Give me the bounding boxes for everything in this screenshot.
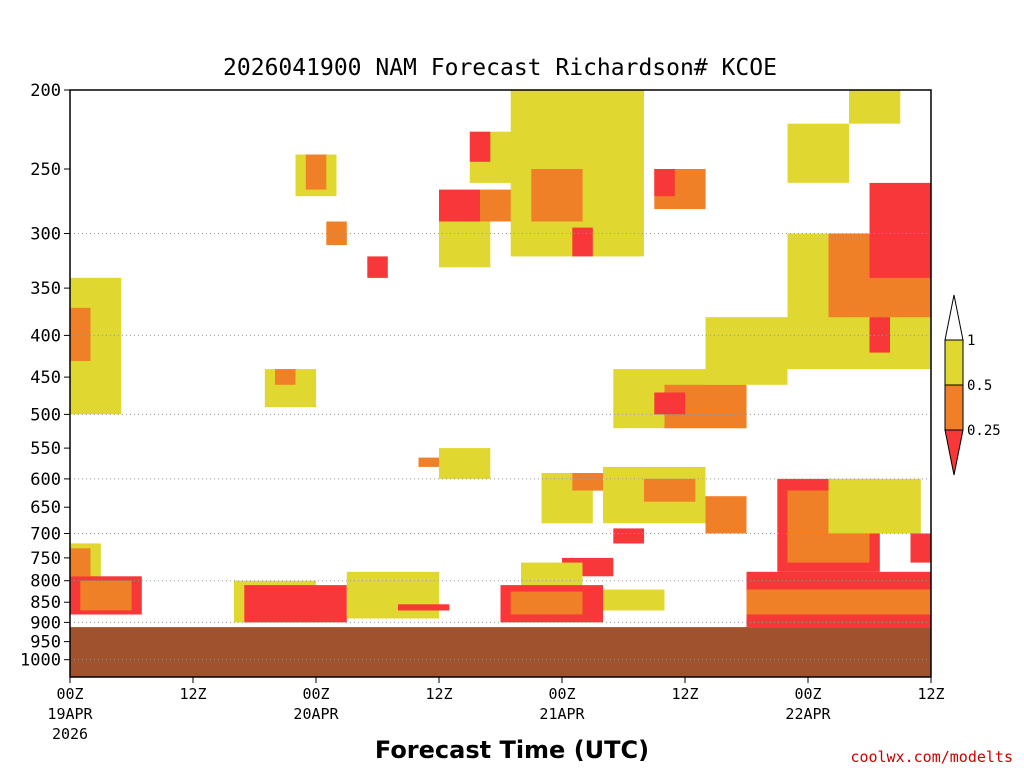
credit-label: coolwx.com/modelts: [850, 748, 1013, 766]
ri-region-44: [746, 589, 931, 615]
ri-region-5: [70, 307, 91, 361]
ground-fill: [70, 627, 931, 677]
ri-region-26: [439, 448, 491, 479]
legend-swatch-0.5-1: [944, 339, 964, 386]
y-tick-label: 500: [30, 405, 61, 425]
x-axis-label: Forecast Time (UTC): [375, 736, 649, 764]
ri-region-34: [603, 589, 665, 611]
x-tick-label: 12Z: [671, 685, 698, 703]
x-tick-label: 12Z: [917, 685, 944, 703]
ri-region-25: [654, 169, 675, 197]
ri-region-33: [510, 591, 583, 615]
y-tick-label: 550: [30, 439, 61, 459]
ri-region-31: [521, 562, 583, 590]
y-tick-label: 950: [30, 633, 61, 653]
x-tick-date: 22APR: [785, 705, 831, 723]
legend-swatch-gt1: [944, 294, 964, 341]
y-tick-label: 400: [30, 326, 61, 346]
y-tick-label: 200: [30, 81, 61, 101]
y-axis-ticks: 200 250 300 350 400 450 500 550 600 650 700 750 8008…: [20, 81, 70, 671]
ri-region-51: [869, 182, 931, 278]
x-tick-label: 00Z: [56, 685, 83, 703]
y-tick-label: 450: [30, 368, 61, 388]
chart-title: 2026041900 NAM Forecast Richardson# KCOE: [223, 55, 777, 81]
ri-region-14: [367, 256, 388, 278]
ri-region-54: [787, 123, 849, 183]
ri-region-11: [275, 369, 296, 385]
legend-swatch-0.25-0.5: [944, 384, 964, 431]
ri-region-3: [80, 580, 132, 611]
ri-region-52: [869, 317, 890, 353]
x-tick-date: 20APR: [293, 705, 339, 723]
y-tick-label: 300: [30, 225, 61, 245]
ri-region-53: [849, 90, 901, 124]
x-tick-label: 12Z: [179, 685, 206, 703]
y-tick-label: 650: [30, 498, 61, 518]
ri-region-27: [418, 457, 439, 467]
legend-label: 0.25: [967, 423, 1001, 439]
ri-region-9: [398, 604, 450, 611]
ri-region-42: [705, 496, 747, 534]
x-tick-label: 00Z: [794, 685, 821, 703]
y-tick-label: 600: [30, 470, 61, 490]
legend-label: 1: [967, 333, 975, 349]
ri-region-40: [654, 392, 686, 415]
ri-region-47: [828, 478, 921, 534]
y-tick-label: 850: [30, 593, 61, 613]
x-axis-ticks: 00Z 19APR 2026 12Z 00Z 20APR 12Z 00Z 21APR 12Z 00Z…: [47, 677, 945, 743]
y-tick-label: 700: [30, 525, 61, 545]
color-legend: 1 0.5 0.25: [944, 294, 1001, 476]
ri-region-37: [613, 528, 645, 544]
y-tick-label: 350: [30, 279, 61, 299]
ri-region-22: [531, 169, 583, 222]
y-tick-label: 1000: [20, 651, 61, 671]
x-tick-date: 21APR: [539, 705, 585, 723]
x-tick-label: 12Z: [425, 685, 452, 703]
x-tick-date: 19APR: [47, 705, 93, 723]
ri-region-7: [244, 585, 347, 623]
ri-region-48: [910, 533, 931, 563]
ri-region-17: [439, 189, 480, 222]
ri-region-41: [705, 317, 788, 385]
y-tick-label: 250: [30, 160, 61, 180]
legend-swatch-lt0.25: [944, 429, 964, 476]
ri-region-13: [305, 154, 327, 190]
ri-region-20: [469, 131, 491, 162]
ri-region-23: [572, 227, 593, 257]
legend-label: 0.5: [967, 378, 992, 394]
x-tick-year: 2026: [52, 725, 88, 743]
x-tick-label: 00Z: [302, 685, 329, 703]
x-tick-label: 00Z: [548, 685, 575, 703]
y-tick-label: 900: [30, 613, 61, 633]
ri-region-15: [326, 221, 347, 246]
plot-frame: [69, 89, 932, 678]
ri-region-1: [70, 548, 91, 577]
ri-region-36: [644, 478, 696, 502]
y-tick-label: 750: [30, 549, 61, 569]
y-tick-label: 800: [30, 572, 61, 592]
plot-area: [70, 90, 931, 677]
ri-region-8: [346, 571, 440, 619]
